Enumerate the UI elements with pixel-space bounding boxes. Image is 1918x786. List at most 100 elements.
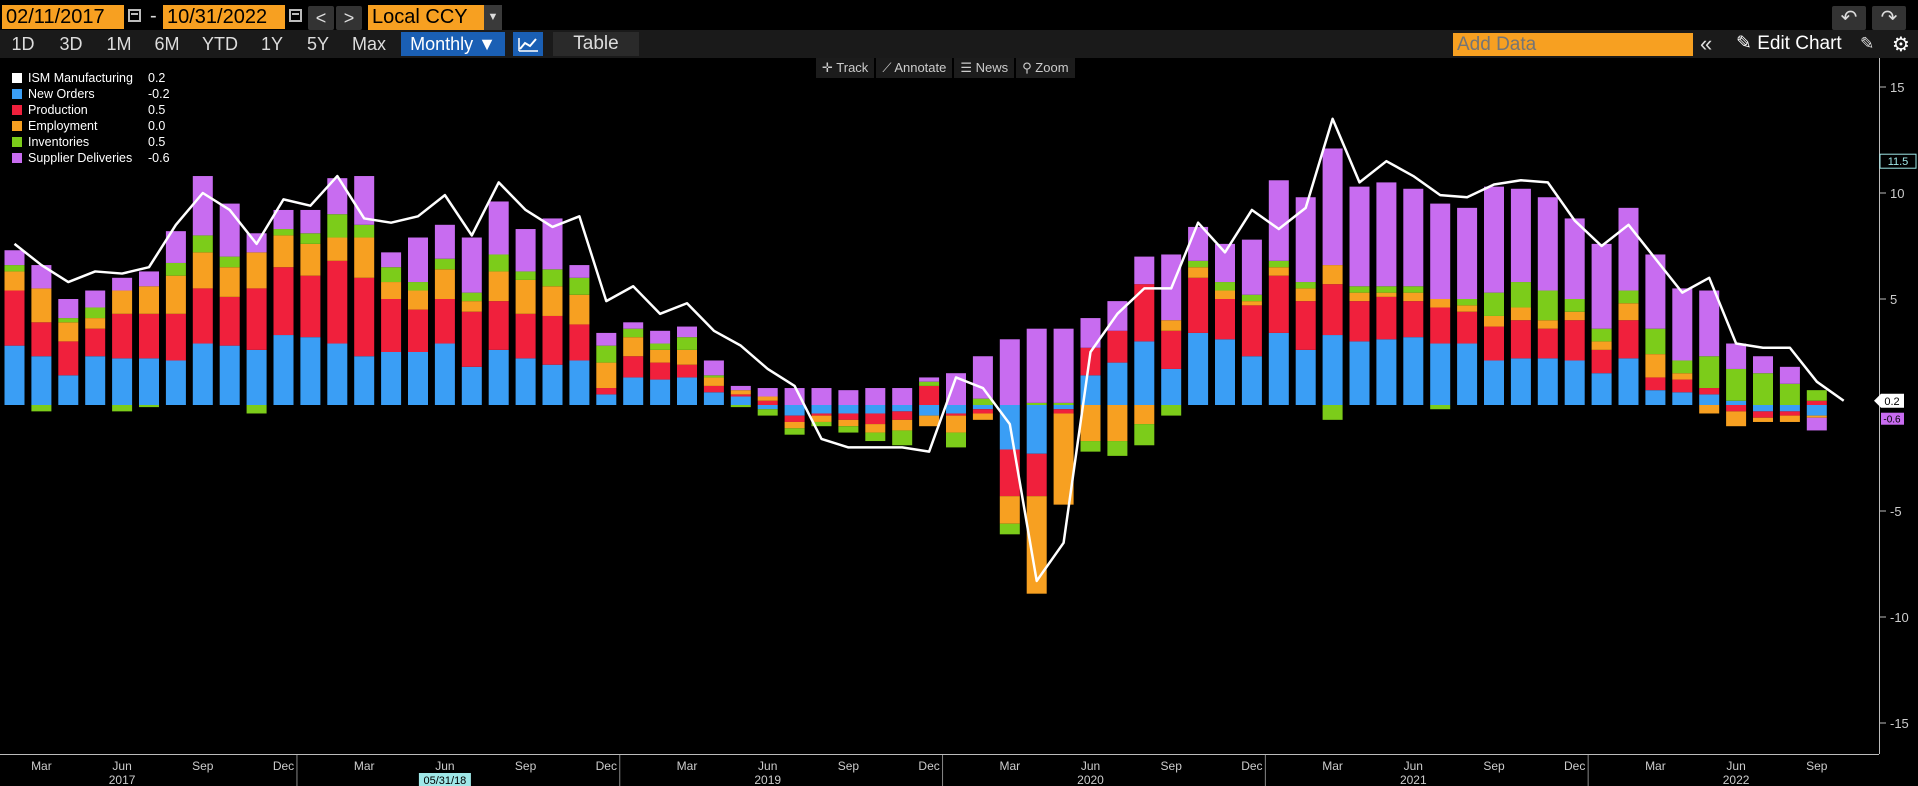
bar-employment[interactable] (596, 362, 617, 389)
bar-inventories[interactable] (1699, 356, 1720, 389)
bar-supplier[interactable] (1564, 218, 1585, 299)
bar-employment[interactable] (1134, 405, 1155, 425)
bar-production[interactable] (972, 409, 993, 414)
bar-supplier[interactable] (165, 231, 186, 263)
bar-employment[interactable] (999, 496, 1020, 524)
bar-inventories[interactable] (112, 405, 133, 412)
bar-employment[interactable] (623, 337, 644, 357)
bar-supplier[interactable] (488, 201, 509, 255)
bar-inventories[interactable] (1484, 292, 1504, 316)
bar-new_orders[interactable] (1726, 400, 1747, 405)
bar-supplier[interactable] (811, 388, 832, 405)
bar-employment[interactable] (1403, 292, 1424, 302)
bar-new_orders[interactable] (85, 356, 106, 405)
bar-production[interactable] (1322, 284, 1343, 336)
bar-production[interactable] (1349, 301, 1370, 342)
bar-new_orders[interactable] (1699, 394, 1720, 405)
bar-new_orders[interactable] (1403, 337, 1424, 405)
bar-employment[interactable] (1107, 405, 1128, 442)
bar-supplier[interactable] (273, 209, 294, 230)
bar-new_orders[interactable] (542, 364, 563, 405)
bar-new_orders[interactable] (650, 379, 671, 405)
bar-production[interactable] (1134, 284, 1155, 342)
bar-production[interactable] (623, 356, 644, 378)
bar-production[interactable] (1726, 405, 1747, 412)
bar-inventories[interactable] (327, 214, 348, 238)
bar-new_orders[interactable] (1779, 405, 1800, 412)
bar-inventories[interactable] (1591, 328, 1612, 342)
bar-new_orders[interactable] (408, 352, 428, 405)
bar-supplier[interactable] (1726, 343, 1747, 369)
bar-production[interactable] (569, 324, 590, 361)
bar-supplier[interactable] (972, 356, 993, 399)
bar-supplier[interactable] (1510, 188, 1531, 283)
bar-new_orders[interactable] (972, 405, 993, 410)
bar-production[interactable] (1779, 411, 1800, 416)
bar-employment[interactable] (112, 290, 133, 314)
bar-new_orders[interactable] (1564, 360, 1585, 405)
bar-new_orders[interactable] (31, 356, 52, 405)
bar-new_orders[interactable] (488, 349, 509, 405)
bar-production[interactable] (1510, 320, 1531, 359)
legend-production[interactable]: Production 0.5 (8, 102, 178, 118)
bar-new_orders[interactable] (4, 345, 25, 405)
bar-inventories[interactable] (139, 405, 159, 408)
bar-production[interactable] (1107, 330, 1128, 363)
bar-production[interactable] (1564, 320, 1585, 361)
bar-employment[interactable] (1241, 301, 1262, 306)
bar-employment[interactable] (757, 396, 778, 401)
bar-new_orders[interactable] (838, 405, 859, 414)
bar-supplier[interactable] (1753, 356, 1773, 374)
bar-inventories[interactable] (784, 428, 805, 435)
bar-supplier[interactable] (1806, 417, 1827, 431)
bar-production[interactable] (515, 313, 536, 359)
bar-production[interactable] (1806, 400, 1827, 405)
bar-inventories[interactable] (650, 343, 671, 350)
bar-new_orders[interactable] (1537, 358, 1558, 405)
legend-employment[interactable]: Employment 0.0 (8, 118, 178, 134)
bar-employment[interactable] (515, 279, 536, 314)
bar-supplier[interactable] (408, 237, 428, 283)
bar-new_orders[interactable] (1161, 368, 1182, 405)
bar-new_orders[interactable] (1591, 373, 1612, 405)
currency-select[interactable]: Local CCY ▼ (368, 5, 502, 30)
bar-supplier[interactable] (1430, 203, 1451, 299)
bar-new_orders[interactable] (946, 405, 966, 414)
bar-new_orders[interactable] (865, 405, 886, 414)
bar-new_orders[interactable] (165, 360, 186, 405)
bar-production[interactable] (1403, 301, 1424, 338)
bar-production[interactable] (1591, 349, 1612, 374)
bar-inventories[interactable] (1510, 282, 1531, 308)
bar-inventories[interactable] (569, 277, 590, 295)
bar-supplier[interactable] (85, 290, 106, 308)
bar-inventories[interactable] (408, 282, 428, 291)
bar-employment[interactable] (1376, 292, 1397, 297)
bar-supplier[interactable] (31, 265, 52, 289)
bar-employment[interactable] (434, 269, 455, 299)
bar-employment[interactable] (31, 288, 52, 323)
bar-supplier[interactable] (1349, 186, 1370, 287)
bar-inventories[interactable] (1376, 286, 1397, 293)
legend-supplier-deliveries[interactable]: Supplier Deliveries -0.6 (8, 150, 178, 166)
bar-new_orders[interactable] (1241, 356, 1262, 405)
bar-production[interactable] (85, 328, 106, 357)
period-6m[interactable]: 6M (154, 34, 180, 54)
bar-supplier[interactable] (1134, 256, 1155, 285)
bar-inventories[interactable] (1806, 390, 1827, 401)
line-chart-icon[interactable] (513, 32, 543, 56)
bar-supplier[interactable] (1779, 366, 1800, 384)
bar-employment[interactable] (1026, 496, 1047, 594)
bar-employment[interactable] (1430, 299, 1451, 308)
add-data-input[interactable] (1453, 33, 1693, 56)
bar-employment[interactable] (1349, 292, 1370, 302)
bar-production[interactable] (434, 299, 455, 344)
bar-supplier[interactable] (58, 299, 79, 319)
bar-inventories[interactable] (1188, 260, 1209, 268)
bar-supplier[interactable] (1322, 148, 1343, 266)
bar-supplier[interactable] (703, 360, 724, 376)
bar-inventories[interactable] (515, 271, 536, 280)
bar-production[interactable] (1026, 453, 1047, 497)
bar-employment[interactable] (703, 377, 724, 386)
bar-production[interactable] (300, 275, 321, 338)
bar-employment[interactable] (811, 415, 832, 422)
